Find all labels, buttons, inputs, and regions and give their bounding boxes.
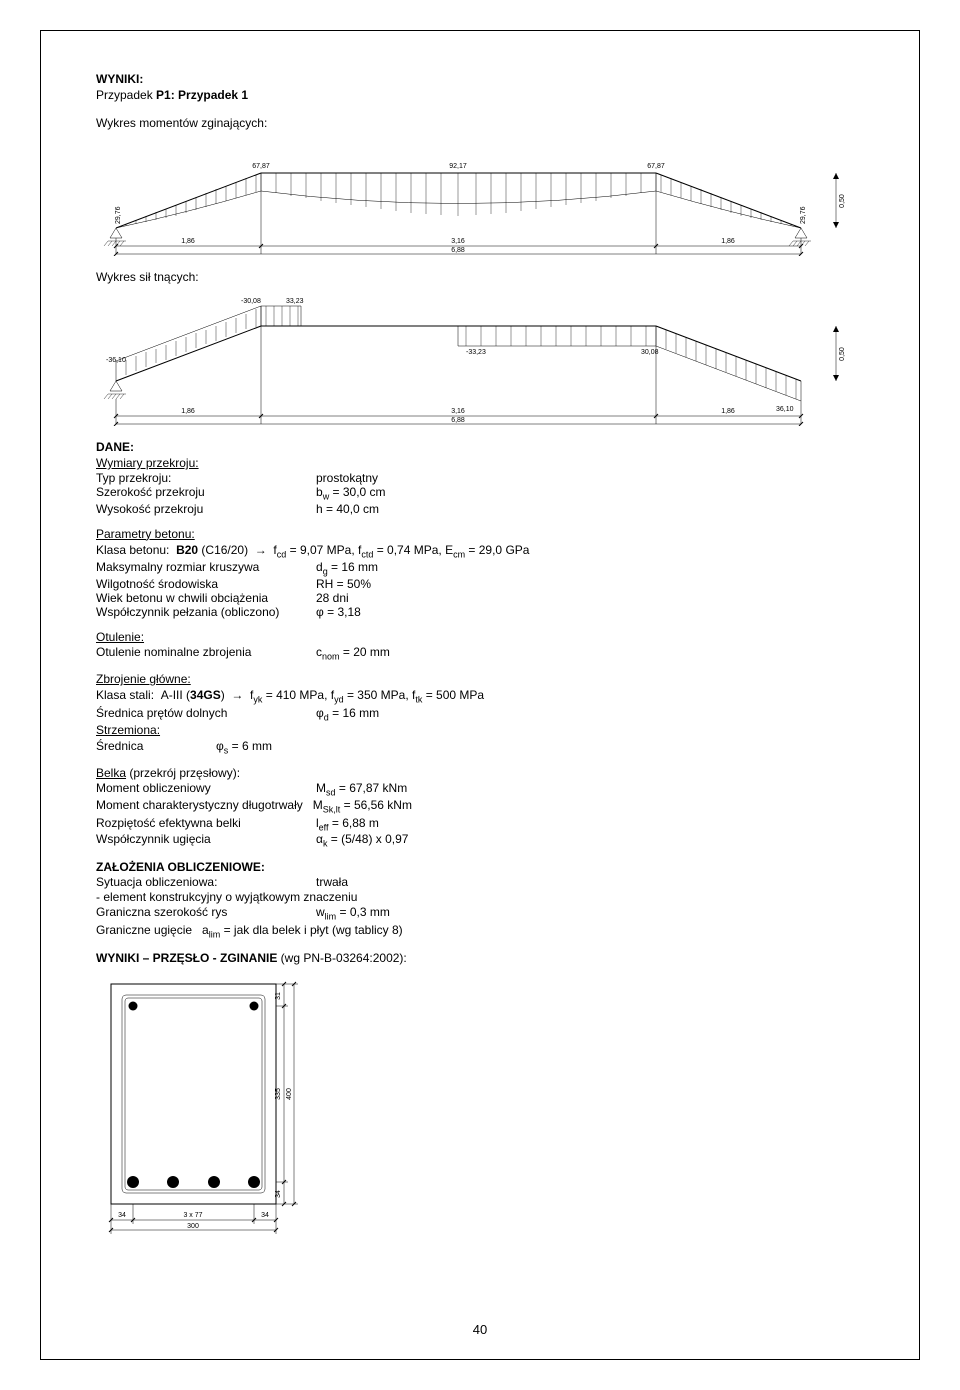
szer-v: bw = 30,0 cm	[316, 485, 386, 501]
szer-l: Szerokość przekroju	[96, 485, 316, 501]
wspug-v: αk = (5/48) x 0,97	[316, 832, 408, 848]
svg-text:335: 335	[275, 1088, 282, 1100]
sh-mid-l: -33,23	[466, 349, 486, 356]
gran-v: wlim = 0,3 mm	[316, 905, 390, 921]
wys-l: Wysokość przekroju	[96, 502, 316, 516]
sh-left-join: -30,08	[241, 298, 261, 305]
svg-text:3,16: 3,16	[451, 238, 465, 245]
wilg-v: RH = 50%	[316, 577, 371, 591]
klasastali-line: Klasa stali: A-III (34GS) → fyk = 410 MP…	[96, 687, 864, 706]
maks-l: Maksymalny rozmiar kruszywa	[96, 560, 316, 576]
sh-bottom-dims: 1,86 3,16 1,86 6,88	[114, 326, 803, 426]
dane-title: DANE:	[96, 439, 864, 455]
otul-l: Otulenie nominalne zbrojenia	[96, 645, 316, 661]
svg-text:3,16: 3,16	[451, 408, 465, 415]
wilg-l: Wilgotność środowiska	[96, 577, 316, 591]
moment-fill	[116, 173, 801, 228]
przypadek-line: Przypadek P1: Przypadek 1	[96, 87, 864, 103]
wymiary-u: Wymiary przekroju:	[96, 455, 864, 471]
sect-right-dims: 31 335 34 400	[275, 982, 298, 1206]
mom-side-r: 29,76	[800, 206, 807, 224]
mom-height-axis: 0,50	[833, 173, 846, 228]
klasa-line: Klasa betonu: B20 (C16/20) → fcd = 9,07 …	[96, 542, 864, 561]
otul-v: cnom = 20 mm	[316, 645, 390, 661]
wiek-v: 28 dni	[316, 591, 349, 605]
wyniki-title: WYNIKI:	[96, 71, 864, 87]
mom-peak-r: 67,87	[647, 163, 665, 170]
moment-diagram: 67,87 92,17 67,87 29,76 29,76 0,50	[96, 138, 864, 259]
typ-v: prostokątny	[316, 471, 378, 485]
svg-text:3 x 77: 3 x 77	[183, 1212, 202, 1219]
belka-u: Belka (przekrój przęsłowy):	[96, 765, 864, 781]
wykres-sil-label: Wykres sił tnących:	[96, 269, 864, 285]
svg-text:34: 34	[261, 1212, 269, 1219]
mom-v: Msd = 67,87 kNm	[316, 781, 407, 797]
shear-diagram: -36,10 -30,08 33,23 -33,23 30,08 36,10 0…	[96, 291, 864, 429]
momch-l: Moment charakterystyczny długotrwały MSk…	[96, 797, 864, 816]
param-u: Parametry betonu:	[96, 526, 864, 542]
svg-text:300: 300	[187, 1223, 199, 1230]
sredd-l: Średnica prętów dolnych	[96, 706, 316, 722]
svg-text:6,88: 6,88	[451, 417, 465, 424]
page-frame: WYNIKI: Przypadek P1: Przypadek 1 Wykres…	[40, 30, 920, 1360]
svg-text:6,88: 6,88	[451, 247, 465, 254]
mom-side-l: 29,76	[115, 206, 122, 224]
wykres-momentow-label: Wykres momentów zginających:	[96, 115, 864, 131]
mom-bottom-dims: 1,86 3,16 1,86 6,88	[114, 191, 803, 256]
roz-v: leff = 6,88 m	[316, 816, 379, 832]
sred-l: Średnica	[96, 739, 216, 755]
syt-l: Sytuacja obliczeniowa:	[96, 875, 316, 889]
zbroj-u: Zbrojenie główne:	[96, 671, 864, 687]
wyniki2-title: WYNIKI – PRZĘSŁO - ZGINANIE (wg PN-B-032…	[96, 950, 864, 966]
sh-right-end: 36,10	[776, 406, 794, 413]
sred-v: φs = 6 mm	[216, 739, 272, 755]
wys-v: h = 40,0 cm	[316, 502, 379, 516]
sredd-v: φd = 16 mm	[316, 706, 379, 722]
mom-l: Moment obliczeniowy	[96, 781, 316, 797]
mom-peak-l: 67,87	[252, 163, 270, 170]
svg-text:34: 34	[275, 1190, 282, 1198]
page-number: 40	[41, 1322, 919, 1337]
svg-text:34: 34	[118, 1212, 126, 1219]
wspol-v: φ = 3,18	[316, 605, 361, 619]
wspol-l: Współczynnik pełzania (obliczono)	[96, 605, 316, 619]
maks-v: dg = 16 mm	[316, 560, 378, 576]
otul-u: Otulenie:	[96, 629, 864, 645]
sh-left-peak: 33,23	[286, 298, 304, 305]
wspug-l: Współczynnik ugięcia	[96, 832, 316, 848]
sh-height-axis: 0,50	[833, 326, 846, 381]
svg-text:1,86: 1,86	[721, 408, 735, 415]
typ-l: Typ przekroju:	[96, 471, 316, 485]
sh-left-end: -36,10	[106, 357, 126, 364]
strz-u: Strzemiona:	[96, 722, 864, 738]
svg-text:1,86: 1,86	[721, 238, 735, 245]
cross-section: 31 335 34 400 34 3 x 77 34 300	[96, 974, 864, 1272]
svg-text:0,50: 0,50	[839, 347, 846, 361]
syt-v: trwała	[316, 875, 348, 889]
svg-text:1,86: 1,86	[181, 238, 195, 245]
ugic: Graniczne ugięcie alim = jak dla belek i…	[96, 922, 864, 941]
mom-mid: 92,17	[449, 163, 467, 170]
svg-text:0,50: 0,50	[839, 194, 846, 208]
zaloz-title: ZAŁOŻENIA OBLICZENIOWE:	[96, 859, 864, 875]
wiek-l: Wiek betonu w chwili obciążenia	[96, 591, 316, 605]
svg-text:31: 31	[275, 992, 282, 1000]
svg-text:1,86: 1,86	[181, 408, 195, 415]
svg-text:400: 400	[286, 1088, 293, 1100]
elem: - element konstrukcyjny o wyjątkowym zna…	[96, 889, 864, 905]
sect-bottom-dims: 34 3 x 77 34 300	[109, 1204, 278, 1234]
moment-structure	[104, 173, 811, 246]
gran-l: Graniczna szerokość rys	[96, 905, 316, 921]
roz-l: Rozpiętość efektywna belki	[96, 816, 316, 832]
